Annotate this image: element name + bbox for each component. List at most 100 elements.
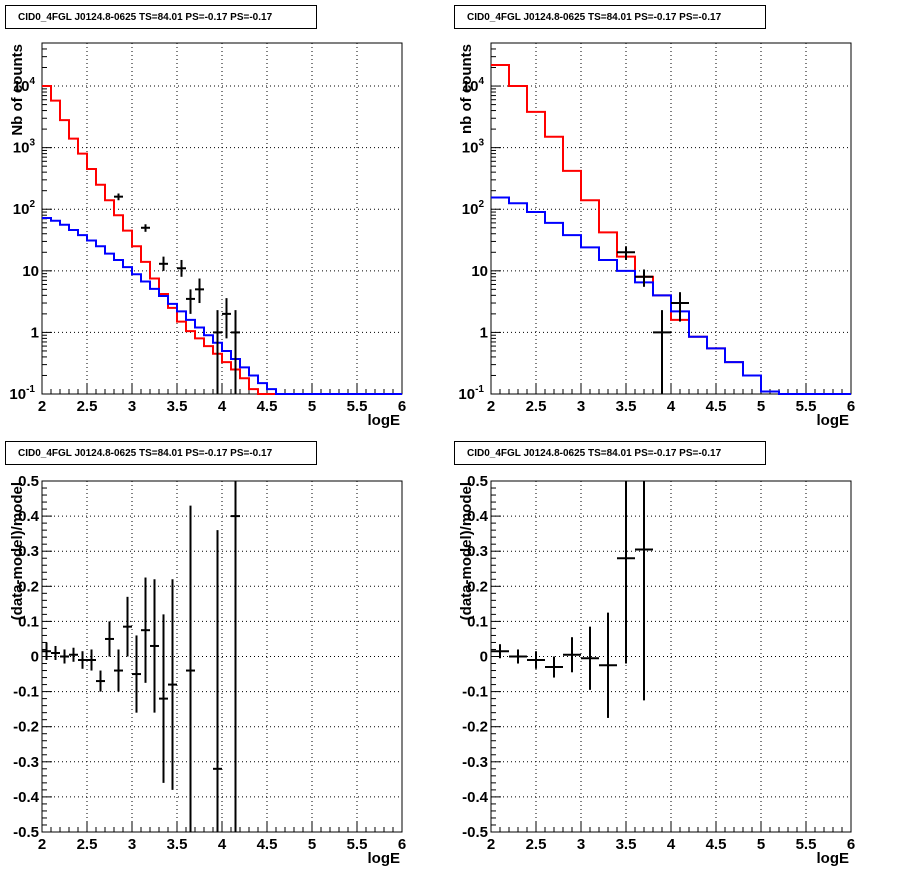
data-point — [617, 246, 635, 260]
y-tick-label: 0.1 — [467, 613, 488, 630]
residual-point — [231, 481, 240, 832]
y-tick-label: 0.2 — [467, 578, 488, 595]
data-point — [159, 256, 168, 271]
residual-point — [114, 649, 123, 692]
residual-point — [159, 614, 168, 783]
x-tick-label: 3 — [128, 836, 136, 853]
y-tick-label: -0.3 — [462, 754, 488, 771]
y-tick-label: 10 — [471, 263, 488, 280]
residual-point — [617, 481, 635, 664]
x-tick-label: 4 — [218, 836, 227, 853]
residual-point — [635, 481, 653, 701]
pad-bottom-left-residuals: CID0_4FGL J0124.8-0625 TS=84.01 PS=-0.17… — [0, 438, 449, 875]
x-axis-label: logE — [817, 850, 850, 867]
data-point — [671, 292, 689, 322]
x-tick-label: 5 — [757, 836, 765, 853]
y-tick-label: 1 — [31, 324, 39, 341]
plot-svg: 2 2.5 3 3.5 4 4.5 5 5.5 6 10-1 1 10 102 103 104 logE Nb … — [9, 42, 406, 429]
data-point — [141, 224, 150, 232]
x-tick-label: 2 — [487, 398, 495, 415]
data-point — [186, 289, 195, 314]
x-tick-label: 6 — [398, 398, 406, 415]
y-tick-label: 10-1 — [9, 384, 35, 403]
data-point — [177, 259, 186, 277]
y-tick-label: -0.1 — [462, 684, 488, 701]
x-tick-label: 2 — [38, 836, 46, 853]
y-axis-label: (data-model)/model — [458, 482, 475, 620]
residual-point — [123, 596, 132, 657]
residual-point — [132, 635, 141, 713]
residual-point — [563, 637, 581, 673]
x-tick-label: 2.5 — [526, 836, 547, 853]
y-tick-label: 10-1 — [458, 384, 484, 403]
residual-point — [87, 649, 96, 671]
residual-point — [60, 649, 69, 664]
y-tick-label: 0.3 — [18, 543, 39, 560]
x-tick-label: 4.5 — [257, 398, 278, 415]
y-axis-label: Nb of counts — [9, 44, 26, 136]
residual-point — [527, 651, 545, 669]
y-tick-label: -0.4 — [462, 789, 489, 806]
plot-svg: 2 2.5 3 3.5 4 4.5 5 5.5 6 -0.5 -0.4 -0.3 -0.2 -0.1 0 0.… — [458, 473, 855, 867]
chart-title: CID0_4FGL J0124.8-0625 TS=84.01 PS=-0.17… — [5, 5, 317, 29]
data-point — [635, 269, 653, 287]
x-axis-label: logE — [817, 412, 850, 429]
x-tick-label: 2.5 — [77, 398, 98, 415]
residual-point — [96, 670, 105, 692]
residual-point — [105, 621, 114, 657]
residual-point — [545, 656, 563, 678]
y-axis-label: (data-model)/model — [9, 482, 26, 620]
y-tick-label: 104 — [13, 76, 36, 95]
x-axis-label: logE — [368, 850, 401, 867]
x-tick-label: 5.5 — [796, 836, 817, 853]
x-tick-label: 4 — [667, 398, 676, 415]
x-tick-label: 4 — [667, 836, 676, 853]
model-total-histogram — [491, 63, 851, 395]
x-axis-label: logE — [368, 412, 401, 429]
y-tick-label: -0.5 — [462, 824, 488, 841]
x-tick-label: 4.5 — [706, 836, 727, 853]
residual-point — [42, 642, 51, 661]
y-tick-label: -0.1 — [13, 684, 39, 701]
model-background-histogram — [42, 217, 402, 395]
x-tick-label: 6 — [847, 398, 855, 415]
data-point — [653, 310, 671, 394]
data-point — [231, 310, 240, 394]
plot-svg: 2 2.5 3 3.5 4 4.5 5 5.5 6 -0.5 -0.4 -0.3 -0.2 -0.1 0 0.… — [9, 473, 406, 867]
y-tick-label: 103 — [462, 138, 485, 157]
residual-point — [581, 626, 599, 690]
x-tick-label: 2 — [38, 398, 46, 415]
x-tick-label: 3 — [577, 836, 585, 853]
x-tick-label: 5 — [308, 398, 316, 415]
y-tick-label: 1 — [480, 324, 488, 341]
y-axis-label: nb of counts — [458, 44, 475, 134]
x-tick-label: 4.5 — [706, 398, 727, 415]
x-tick-label: 6 — [847, 836, 855, 853]
y-tick-label: 0.2 — [18, 578, 39, 595]
x-tick-label: 5.5 — [796, 398, 817, 415]
y-tick-label: 102 — [462, 199, 485, 218]
y-tick-label: 0 — [480, 649, 488, 666]
y-tick-label: 0.3 — [467, 543, 488, 560]
residual-point — [213, 530, 222, 832]
residual-point — [69, 647, 78, 662]
residual-point — [599, 612, 617, 718]
x-tick-label: 3 — [577, 398, 585, 415]
x-tick-label: 2.5 — [77, 836, 98, 853]
residual-point — [168, 579, 177, 790]
pad-top-right-counts: CID0_4FGL J0124.8-0625 TS=84.01 PS=-0.17… — [449, 0, 898, 437]
data-point — [114, 193, 123, 201]
y-tick-label: -0.3 — [13, 754, 39, 771]
y-tick-label: -0.4 — [13, 789, 40, 806]
x-tick-label: 5 — [757, 398, 765, 415]
y-tick-label: 0.1 — [18, 613, 39, 630]
residual-point — [509, 649, 527, 664]
residual-point — [186, 505, 195, 832]
pad-top-left-counts: CID0_4FGL J0124.8-0625 TS=84.01 PS=-0.17… — [0, 0, 449, 437]
x-tick-label: 3.5 — [616, 398, 637, 415]
residual-point — [491, 644, 509, 659]
x-tick-label: 6 — [398, 836, 406, 853]
data-point — [213, 310, 222, 394]
y-tick-label: 10 — [22, 263, 39, 280]
data-point — [195, 278, 204, 304]
